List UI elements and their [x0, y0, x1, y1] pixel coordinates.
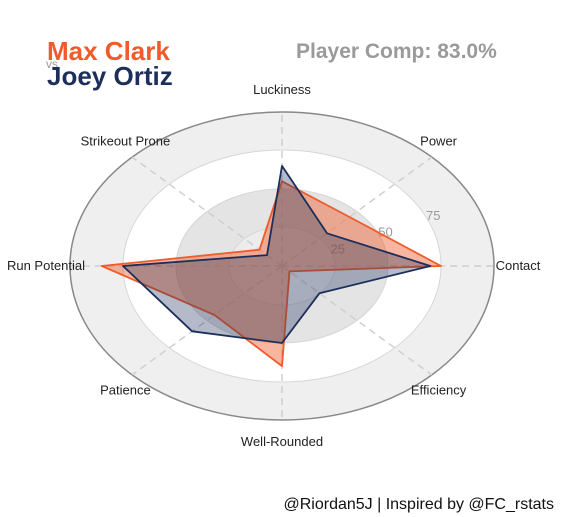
axis-label: Well-Rounded [241, 434, 323, 449]
axis-label: Contact [496, 258, 541, 273]
axis-label: Strikeout Prone [81, 134, 171, 149]
axis-label: Run Potential [7, 258, 85, 273]
axis-label: Patience [100, 383, 151, 398]
player2-name: Joey Ortiz [47, 61, 173, 91]
axis-label: Efficiency [411, 383, 467, 398]
ring-label: 75 [426, 208, 440, 223]
credit-text: @Riordan5J | Inspired by @FC_rstats [283, 496, 554, 514]
axis-label: Power [420, 134, 458, 149]
player-comp-score: Player Comp: 83.0% [296, 40, 497, 64]
axis-label: Luckiness [253, 82, 311, 97]
